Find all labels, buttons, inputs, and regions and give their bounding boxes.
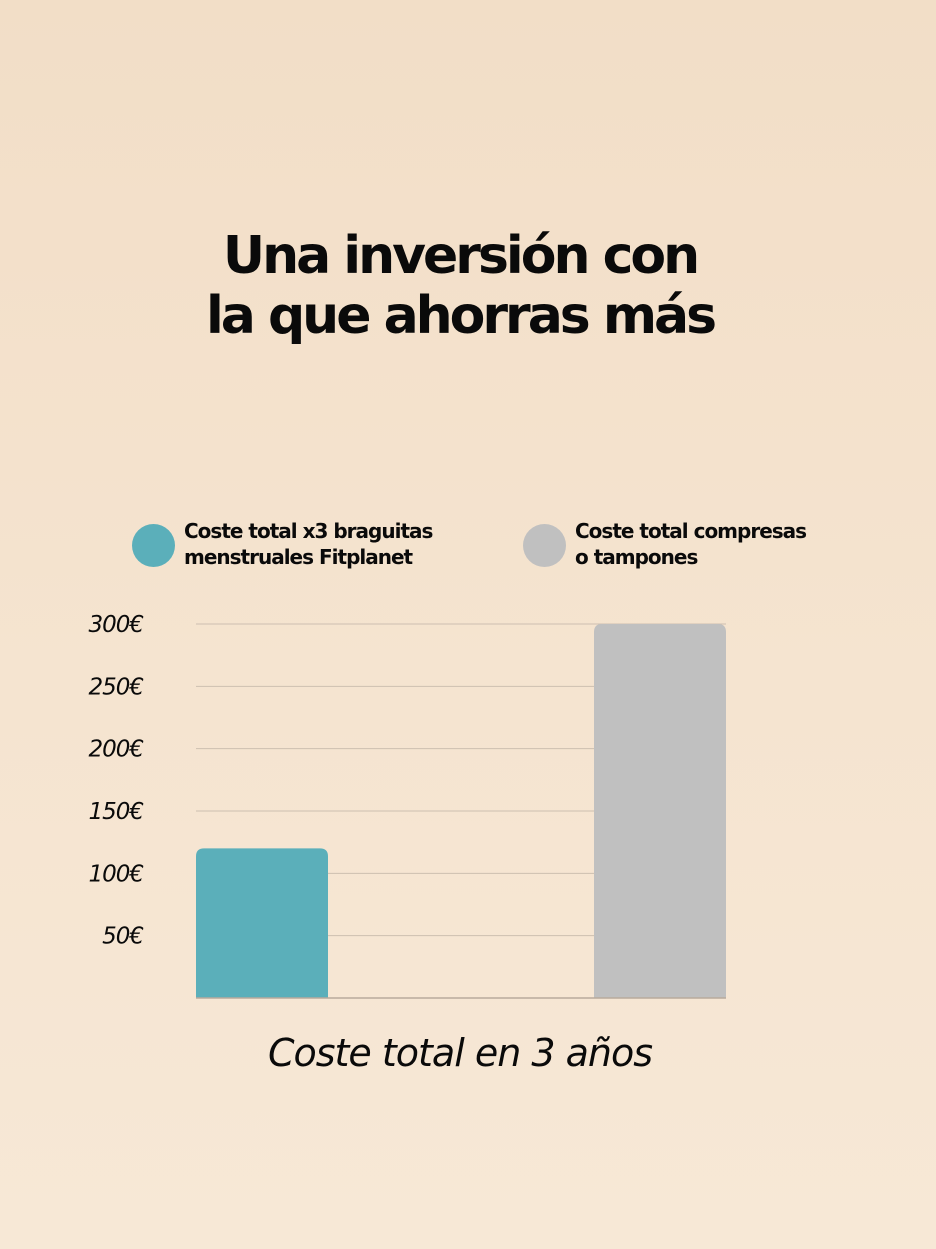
legend-label-fitplanet-line-2: menstruales Fitplanet xyxy=(184,545,413,569)
legend-label-fitplanet: Coste total x3 braguitas menstruales Fit… xyxy=(184,518,433,570)
y-tick-label-150: 150€ xyxy=(88,799,143,825)
y-tick-label-300: 300€ xyxy=(88,612,143,638)
chart-title: Una inversión con la que ahorras más xyxy=(0,226,920,346)
legend-label-compresas-line-2: o tampones xyxy=(575,545,698,569)
bars xyxy=(196,624,726,998)
y-tick-label-100: 100€ xyxy=(88,861,143,887)
legend-swatch-fitplanet xyxy=(132,524,175,567)
legend-label-fitplanet-line-1: Coste total x3 braguitas xyxy=(184,519,433,543)
y-tick-label-50: 50€ xyxy=(102,924,143,950)
legend-label-compresas: Coste total compresas o tampones xyxy=(575,518,807,570)
y-tick-label-250: 250€ xyxy=(88,674,143,700)
legend-item-compresas: Coste total compresas o tampones xyxy=(523,518,807,570)
bar-fitplanet xyxy=(196,848,328,998)
chart-title-line-2: la que ahorras más xyxy=(205,286,717,346)
x-axis-label: Coste total en 3 años xyxy=(267,1031,653,1075)
legend-item-fitplanet: Coste total x3 braguitas menstruales Fit… xyxy=(132,518,433,570)
legend-swatch-compresas xyxy=(523,524,566,567)
y-tick-label-200: 200€ xyxy=(88,737,143,763)
y-axis-tick-labels: 50€ 100€ 150€ 200€ 250€ 300€ xyxy=(88,612,144,950)
chart-title-line-1: Una inversión con xyxy=(222,226,700,286)
legend-label-compresas-line-1: Coste total compresas xyxy=(575,519,807,543)
bar-compresas-tampones xyxy=(594,624,726,998)
